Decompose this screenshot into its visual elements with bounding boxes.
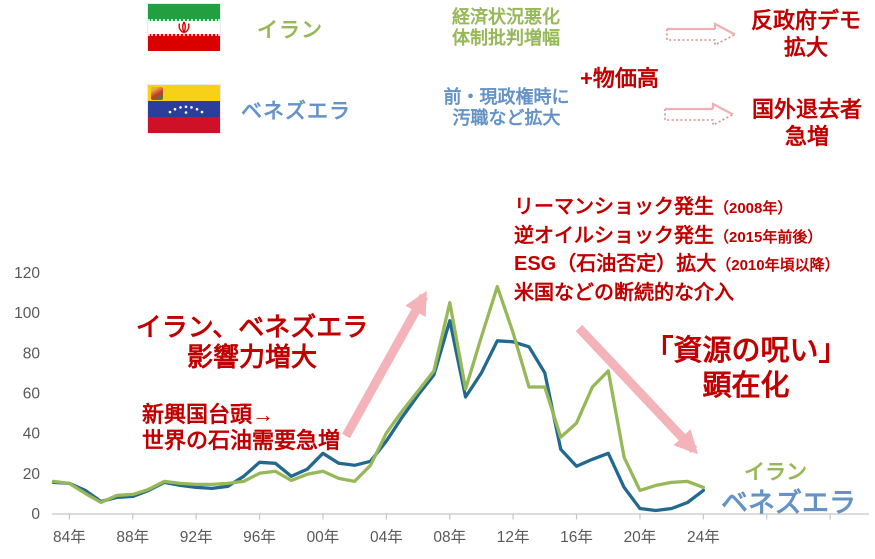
iran-flag-icon [148,4,220,51]
y-axis-label: 40 [23,426,41,443]
y-axis-label: 60 [23,386,41,403]
venezuela-coat-of-arms-icon [151,87,163,100]
event-text: 米国などの断続的な介入 [514,281,734,304]
venezuela-note-line2: 汚職など拡大 [452,108,561,128]
event-row: 米国などの断続的な介入 [514,280,840,309]
x-axis-label: 04年 [370,528,403,546]
curse-line2: 顕在化 [702,370,790,402]
right-block-arrow-icon [666,22,736,47]
rise-trend-arrow-icon [342,290,428,439]
influence-line1: イラン、ベネズエラ [135,312,369,342]
iran-outcome: 反政府デモ 拡大 [736,7,875,61]
right-block-arrow-icon [664,102,734,127]
event-text: リーマンショック発生 [514,196,714,218]
x-axis-label: 08年 [433,528,466,546]
venezuela-outcome-line2: 急増 [784,124,829,149]
y-axis-label: 80 [23,345,41,362]
x-axis-label: 92年 [180,528,213,546]
y-axis-label: 120 [14,265,40,282]
venezuela-note: 前・現政権時に 汚職など拡大 [414,87,599,129]
event-text: ESG（石油否定）拡大 [514,253,717,275]
demand-line2: 世界の石油需要急増 [142,428,341,453]
event-row: ESG（石油否定）拡大（2010年頃以降） [514,251,840,280]
event-row: リーマンショック発生（2008年） [514,194,840,223]
series-label-venezuela: ベネズエラ [721,488,856,518]
iran-outcome-line2: 拡大 [783,35,828,60]
iran-flag-white-band [148,21,220,34]
iran-note-line1: 経済状況悪化 [452,7,560,27]
x-axis-label: 24年 [687,528,720,546]
venezuela-flag-red-band [148,117,220,133]
plus-price-rise-text: +物価高 [580,66,659,91]
venezuela-note-line1: 前・現政権時に [443,87,570,107]
event-year-note: （2015年前後） [714,228,823,246]
resource-curse-annotation: 「資源の呪い」 顕在化 [612,334,875,404]
event-annotations: リーマンショック発生（2008年） 逆オイルショック発生（2015年前後） ES… [514,194,840,308]
iran-line [51,284,706,505]
demand-line1: 新興国台頭→ [142,402,275,427]
venezuela-label: ベネズエラ [241,100,351,123]
x-axis-label: 96年 [243,528,276,546]
iran-note: 経済状況悪化 体制批判増幅 [416,7,596,49]
x-axis-label: 84年 [53,528,86,546]
venezuela-outcome: 国外退去者 急増 [736,96,875,150]
event-year-note: （2010年頃以降） [716,257,840,274]
demand-annotation: 新興国台頭→ 世界の石油需要急増 [142,402,340,454]
influence-annotation: イラン、ベネズエラ 影響力増大 [110,312,394,372]
x-axis-label: 20年 [624,528,657,546]
curse-line1: 「資源の呪い」 [644,335,848,367]
event-text: 逆オイルショック発生 [514,224,714,247]
event-year-note: （2008年） [714,200,793,217]
venezuela-outcome-line1: 国外退去者 [751,97,862,122]
iran-flag-green-band [148,4,220,21]
x-axis-label: 00年 [307,528,340,546]
y-axis-label: 20 [23,466,41,483]
iran-flag-emblem-icon [178,21,190,34]
series-label-iran: イラン [744,461,807,484]
x-axis-label: 12年 [497,528,530,546]
event-row: 逆オイルショック発生（2015年前後） [514,223,840,252]
y-axis-label: 0 [31,506,40,523]
iran-flag-red-band [148,34,220,51]
decline-trend-arrow-icon [575,324,699,455]
venezuela-flag-icon [148,85,220,133]
iran-outcome-line1: 反政府デモ [750,8,861,33]
y-axis-label: 100 [14,305,40,322]
venezuela-flag-blue-band [148,101,220,117]
iran-note-line2: 体制批判増幅 [452,28,560,48]
x-axis-label: 88年 [116,528,149,546]
influence-line2: 影響力増大 [186,342,317,372]
venezuela-flag-yellow-band [148,85,220,101]
iran-label: イラン [257,19,323,42]
venezuela-flag-stars-icon [168,105,204,114]
x-axis-label: 16年 [560,528,593,546]
